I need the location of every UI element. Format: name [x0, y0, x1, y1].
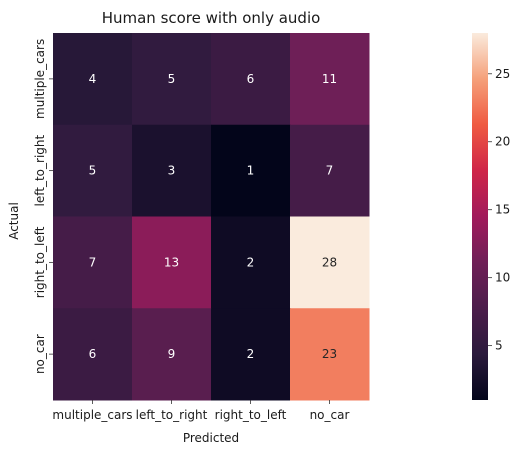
- cell-value-label: 28: [322, 255, 337, 269]
- x-axis-label: Predicted: [183, 431, 239, 445]
- y-axis-ticks: multiple_cars left_to_right right_to_leftn…: [33, 39, 53, 374]
- y-tick-label: left_to_right: [33, 134, 47, 206]
- heatmap-cell: [211, 124, 291, 217]
- y-axis-label: Actual: [7, 202, 21, 240]
- colorbar-tick-label: 25: [495, 67, 510, 81]
- cell-value-label: 2: [247, 347, 255, 361]
- heatmap-cell-labels: 4 5 6 11 5 3 1 7 7 13 2 28 6 9 2 23: [89, 72, 337, 361]
- heatmap-cell: [290, 216, 370, 309]
- colorbar-tick-label: 15: [495, 203, 510, 217]
- colorbar-ticks: 5 10 15 20 25: [488, 67, 510, 353]
- heatmap-cell: [290, 33, 370, 126]
- y-tick-label: no_car: [33, 334, 47, 374]
- colorbar-tick-label: 20: [495, 135, 510, 149]
- cell-value-label: 3: [168, 164, 176, 178]
- cell-value-label: 6: [247, 72, 255, 86]
- heatmap-cell: [132, 216, 212, 309]
- cell-value-label: 1: [247, 164, 255, 178]
- cell-value-label: 5: [168, 72, 176, 86]
- cell-value-label: 6: [89, 347, 97, 361]
- cell-value-label: 13: [164, 255, 179, 269]
- x-tick-label: right_to_left: [215, 408, 287, 422]
- x-tick-label: multiple_cars: [52, 408, 132, 422]
- cell-value-label: 7: [89, 255, 97, 269]
- cell-value-label: 23: [322, 347, 337, 361]
- y-tick-label: right_to_left: [33, 226, 47, 298]
- cell-value-label: 9: [168, 347, 176, 361]
- y-tick-label: multiple_cars: [33, 39, 47, 119]
- heatmap-cell: [290, 124, 370, 217]
- heatmap-cell: [211, 33, 291, 126]
- colorbar-tick-label: 5: [495, 339, 503, 353]
- colorbar-tick-label: 10: [495, 271, 510, 285]
- cell-value-label: 2: [247, 255, 255, 269]
- heatmap-cell: [53, 33, 133, 126]
- x-tick-label: left_to_right: [136, 408, 208, 422]
- cell-value-label: 7: [326, 164, 334, 178]
- heatmap-cell: [53, 216, 133, 309]
- cell-value-label: 11: [322, 72, 337, 86]
- heatmap-cells: [53, 33, 370, 401]
- heatmap-cell: [132, 308, 212, 401]
- heatmap-cell: [211, 216, 291, 309]
- colorbar: 5 10 15 20 25: [472, 33, 510, 400]
- x-tick-label: no_car: [310, 408, 350, 422]
- heatmap-cell: [211, 308, 291, 401]
- x-axis-ticks: multiple_cars left_to_right right_to_left n…: [52, 400, 349, 422]
- heatmap-cell: [132, 33, 212, 126]
- colorbar-gradient: [472, 33, 488, 400]
- heatmap-cell: [132, 124, 212, 217]
- heatmap-cell: [53, 124, 133, 217]
- heatmap-cell: [290, 308, 370, 401]
- cell-value-label: 4: [89, 72, 97, 86]
- heatmap-cell: [53, 308, 133, 401]
- cell-value-label: 5: [89, 164, 97, 178]
- chart-title: Human score with only audio: [102, 9, 321, 27]
